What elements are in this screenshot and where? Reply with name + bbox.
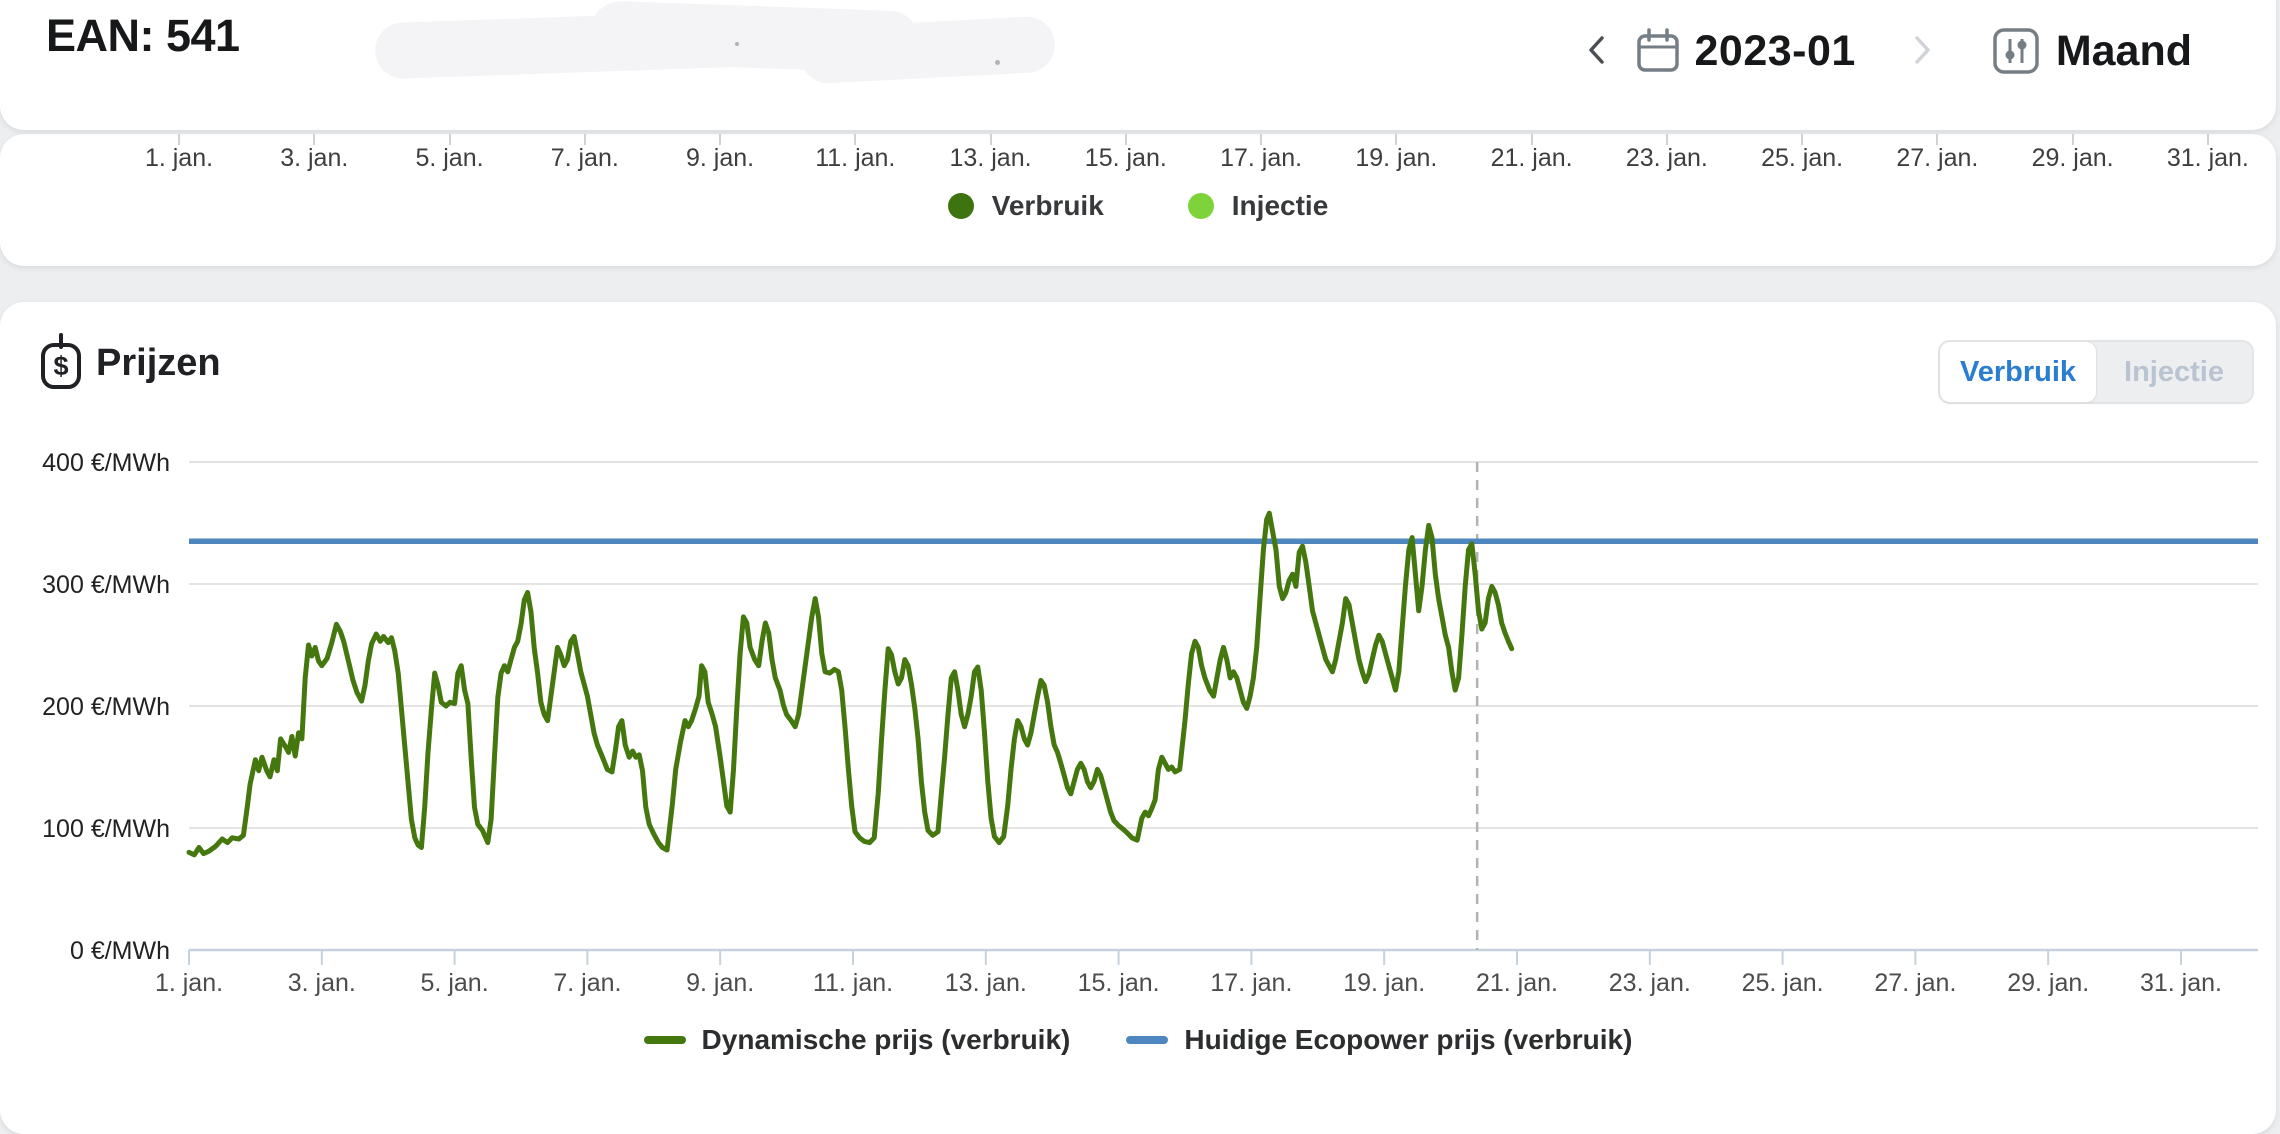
x-tick-label: 21. jan.	[1490, 144, 1573, 172]
x-axis-label: 15. jan.	[1078, 969, 1160, 997]
y-axis-label: 100 €/MWh	[42, 815, 170, 843]
x-tick	[719, 134, 722, 145]
x-tick-label: 13. jan.	[949, 144, 1032, 172]
price-type-toggle: Verbruik Injectie	[1938, 340, 2254, 404]
price-tag-icon: $	[38, 332, 84, 397]
y-axis-label: 400 €/MWh	[42, 449, 170, 477]
legend-item-ecopower-prijs: Huidige Ecopower prijs (verbruik)	[1126, 1024, 1632, 1056]
x-tick-label: 29. jan.	[2031, 144, 2114, 172]
page-title: EAN: 541	[46, 10, 240, 61]
x-axis-label: 3. jan.	[288, 969, 356, 997]
x-axis-label: 23. jan.	[1609, 969, 1691, 997]
x-tick-label: 5. jan.	[415, 144, 484, 172]
legend-label: Verbruik	[991, 190, 1104, 221]
toggle-option-injectie[interactable]: Injectie	[2096, 342, 2252, 402]
legend-label: Injectie	[1231, 190, 1329, 221]
chevron-left-icon	[1583, 28, 1611, 75]
injectie-dot-icon	[1187, 193, 1214, 219]
x-axis-label: 5. jan.	[421, 969, 489, 997]
period-controls: 2023-01 Maand	[1577, 20, 2192, 82]
legend-item-injectie: Injectie	[1187, 190, 1329, 222]
x-tick	[313, 134, 316, 145]
redaction-speck	[735, 42, 739, 46]
x-axis-label: 13. jan.	[945, 969, 1027, 997]
x-tick-label: 3. jan.	[280, 144, 349, 172]
x-tick-label: 1. jan.	[144, 144, 214, 172]
x-axis-label: 7. jan.	[553, 969, 621, 997]
x-tick-label: 31. jan.	[2166, 144, 2249, 172]
next-period-button[interactable]	[1902, 25, 1942, 77]
x-tick	[448, 134, 451, 145]
x-axis-label: 17. jan.	[1210, 969, 1292, 997]
x-axis-label: 31. jan.	[2140, 969, 2222, 997]
granularity-selector[interactable]: Maand	[1992, 27, 2192, 76]
x-tick	[1395, 134, 1398, 145]
x-tick	[1124, 134, 1127, 145]
x-tick	[1260, 134, 1263, 145]
legend-line-swatch	[1126, 1036, 1169, 1044]
x-tick-label: 17. jan.	[1220, 144, 1303, 172]
prices-title: Prijzen	[96, 342, 221, 384]
x-tick	[989, 134, 992, 145]
legend-item-dynamische-prijs: Dynamische prijs (verbruik)	[643, 1024, 1071, 1056]
prices-chart[interactable]: 0 €/MWh 100 €/MWh 200 €/MWh 300 €/MWh 400 €/…	[0, 412, 2276, 1032]
svg-text:$: $	[53, 351, 68, 381]
x-tick	[1936, 134, 1939, 145]
x-tick-label: 15. jan.	[1084, 144, 1167, 172]
top-chart-card: 1. jan. 3. jan. 5. jan. 7. jan. 9. jan. 11. j…	[0, 134, 2276, 266]
dynamic-price-line	[186, 510, 1515, 858]
x-axis-label: 11. jan.	[813, 969, 893, 997]
period-label: 2023-01	[1694, 26, 1856, 75]
chevron-right-icon	[1908, 28, 1936, 75]
legend-label: Dynamische prijs (verbruik)	[701, 1024, 1071, 1055]
x-tick-label: 25. jan.	[1761, 144, 1844, 172]
toggle-option-verbruik[interactable]: Verbruik	[1940, 342, 2096, 402]
x-tick-label: 23. jan.	[1625, 144, 1708, 172]
legend-label: Huidige Ecopower prijs (verbruik)	[1184, 1024, 1633, 1055]
prices-chart-legend: Dynamische prijs (verbruik) Huidige Ecopo…	[0, 1024, 2276, 1056]
x-tick-label: 27. jan.	[1896, 144, 1979, 172]
x-tick	[1801, 134, 1804, 145]
redaction-scribble	[798, 15, 1057, 85]
y-axis-label: 300 €/MWh	[42, 571, 170, 599]
x-tick	[2206, 134, 2209, 145]
x-axis-label: 25. jan.	[1742, 969, 1824, 997]
x-axis-label: 21. jan.	[1476, 969, 1558, 997]
period-picker[interactable]: 2023-01	[1635, 27, 1856, 76]
x-tick-label: 9. jan.	[685, 144, 755, 172]
legend-line-swatch	[643, 1036, 686, 1044]
redaction-speck	[995, 60, 1000, 65]
x-tick	[1530, 134, 1533, 145]
prices-card: $ Prijzen Verbruik Injectie 0 €/MWh 100 €/…	[0, 302, 2276, 1134]
previous-period-button[interactable]	[1577, 25, 1617, 77]
x-axis-label: 9. jan.	[686, 969, 754, 997]
x-tick	[1665, 134, 1668, 145]
x-tick-label: 11. jan.	[815, 144, 896, 172]
y-axis-label: 0 €/MWh	[70, 937, 170, 965]
legend-item-verbruik: Verbruik	[947, 190, 1104, 222]
header-card: EAN: 541 2023-01 Maand	[0, 0, 2276, 130]
calendar-icon	[1635, 27, 1681, 75]
sliders-icon	[1992, 27, 2040, 75]
y-axis-label: 200 €/MWh	[42, 693, 170, 721]
granularity-label: Maand	[2055, 26, 2192, 75]
x-tick	[178, 134, 180, 145]
redacted-ean-value	[374, 0, 1065, 96]
verbruik-dot-icon	[947, 193, 974, 219]
x-axis-label: 19. jan.	[1343, 969, 1425, 997]
x-tick	[2071, 134, 2074, 145]
x-tick-label: 19. jan.	[1355, 144, 1438, 172]
top-chart-legend: Verbruik Injectie	[0, 190, 2276, 222]
x-axis-label: 27. jan.	[1874, 969, 1956, 997]
x-tick	[583, 134, 586, 145]
x-tick	[854, 134, 857, 145]
x-axis-label: 29. jan.	[2007, 969, 2089, 997]
x-axis-label: 1. jan.	[155, 969, 223, 997]
x-tick-label: 7. jan.	[550, 144, 619, 172]
